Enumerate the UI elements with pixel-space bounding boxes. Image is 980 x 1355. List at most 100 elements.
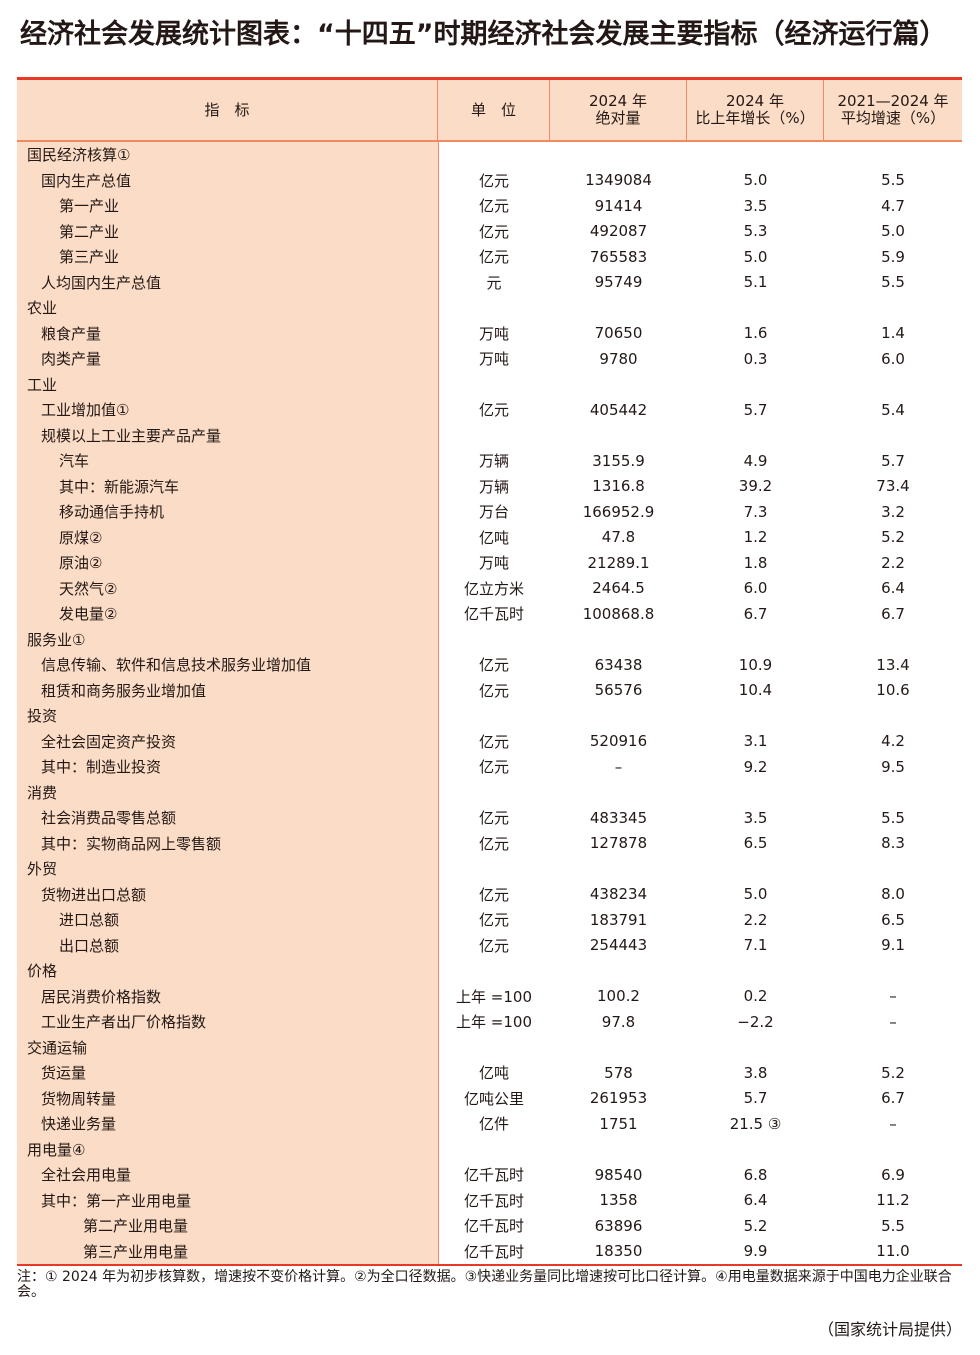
cell-avg: 6.9 <box>881 1165 905 1184</box>
cell-indicator: 消费 <box>27 783 58 802</box>
table-row: 全社会用电量 亿千瓦时 98540 6.8 6.9 <box>17 1162 962 1188</box>
indicator-table: 指 标 单 位 2024 年 绝对量 2024 年 比上年增长（%） 2021—… <box>17 77 962 1266</box>
table-body: 国民经济核算① 国内生产总值 亿元 1349084 5.0 5.5 第一产业 亿元 91414 3… <box>17 142 962 1264</box>
cell-absolute: 100.2 <box>597 987 640 1006</box>
cell-indicator: 原煤② <box>59 528 103 547</box>
cell-indicator: 信息传输、软件和信息技术服务业增加值 <box>41 656 312 675</box>
cell-avg: 5.2 <box>881 528 905 547</box>
cell-absolute: 56576 <box>594 681 643 700</box>
cell-avg: 5.5 <box>881 808 905 827</box>
cell-indicator: 国民经济核算① <box>27 146 131 165</box>
cell-yoy: 1.6 <box>743 324 768 343</box>
cell-indicator: 社会消费品零售总额 <box>41 809 177 828</box>
cell-indicator: 其中：实物商品网上零售额 <box>41 834 222 853</box>
cell-indicator: 货物进出口总额 <box>41 885 147 904</box>
cell-unit: 上年 =100 <box>456 1013 532 1032</box>
cell-avg: 5.4 <box>881 400 905 419</box>
cell-yoy: 39.2 <box>738 477 773 496</box>
table-row: 出口总额 亿元 254443 7.1 9.1 <box>17 933 962 959</box>
cell-indicator: 服务业① <box>27 630 86 649</box>
cell-unit: 亿元 <box>478 197 509 216</box>
cell-avg: 5.7 <box>881 451 905 470</box>
cell-yoy: 1.2 <box>743 528 768 547</box>
cell-avg: 6.5 <box>881 910 905 929</box>
table-row: 信息传输、软件和信息技术服务业增加值 亿元 63438 10.9 13.4 <box>17 652 962 678</box>
cell-unit: 亿千瓦时 <box>463 1191 524 1210</box>
cell-unit: 亿元 <box>478 911 509 930</box>
cell-indicator: 外贸 <box>27 860 58 879</box>
cell-yoy: 6.4 <box>743 1191 768 1210</box>
cell-yoy: 7.1 <box>743 936 768 955</box>
cell-yoy: 5.3 <box>743 222 768 241</box>
cell-unit: 元 <box>486 273 502 292</box>
cell-unit: 亿吨 <box>478 528 509 547</box>
bottom-rule <box>17 1264 962 1266</box>
table-row: 工业 <box>17 372 962 398</box>
header-unit: 单 位 <box>438 80 550 140</box>
cell-absolute: 2464.5 <box>592 579 645 598</box>
table-row: 货运量 亿吨 578 3.8 5.2 <box>17 1060 962 1086</box>
cell-absolute: 1358 <box>599 1191 638 1210</box>
cell-indicator: 其中：制造业投资 <box>41 758 162 777</box>
cell-absolute: 438234 <box>589 885 648 904</box>
cell-absolute: 97.8 <box>601 1012 636 1031</box>
table-row: 其中：第一产业用电量 亿千瓦时 1358 6.4 11.2 <box>17 1188 962 1214</box>
table-row: 其中：制造业投资 亿元 – 9.2 9.5 <box>17 754 962 780</box>
cell-indicator: 第一产业 <box>59 197 120 216</box>
cell-avg: 6.7 <box>881 604 905 623</box>
cell-yoy: 3.5 <box>743 196 768 215</box>
cell-unit: 亿吨 <box>478 1064 509 1083</box>
cell-unit: 亿件 <box>478 1115 509 1134</box>
cell-unit: 亿千瓦时 <box>463 605 524 624</box>
cell-indicator: 用电量④ <box>27 1140 86 1159</box>
cell-unit: 亿吨公里 <box>463 1089 524 1108</box>
cell-indicator: 出口总额 <box>59 936 120 955</box>
cell-avg: 8.3 <box>881 834 905 853</box>
cell-avg: 11.0 <box>876 1242 910 1261</box>
cell-indicator: 货物周转量 <box>41 1089 117 1108</box>
cell-absolute: 70650 <box>594 324 643 343</box>
cell-absolute: 166952.9 <box>582 502 655 521</box>
cell-absolute: 254443 <box>589 936 648 955</box>
table-row: 粮食产量 万吨 70650 1.6 1.4 <box>17 321 962 347</box>
cell-avg: 6.7 <box>881 1089 905 1108</box>
cell-absolute: 1349084 <box>585 171 652 190</box>
header-yoy: 2024 年 比上年增长（%） <box>687 80 824 140</box>
cell-yoy: 3.8 <box>743 1063 768 1082</box>
cell-avg: 6.4 <box>881 579 905 598</box>
cell-absolute: 578 <box>604 1063 633 1082</box>
table-row: 外贸 <box>17 856 962 882</box>
cell-indicator: 第三产业 <box>59 248 120 267</box>
cell-unit: 亿元 <box>478 681 509 700</box>
cell-yoy: 7.3 <box>743 502 768 521</box>
cell-avg: 73.4 <box>876 477 910 496</box>
table-row: 货物周转量 亿吨公里 261953 5.7 6.7 <box>17 1086 962 1112</box>
cell-indicator: 全社会固定资产投资 <box>41 732 177 751</box>
table-row: 其中：新能源汽车 万辆 1316.8 39.2 73.4 <box>17 474 962 500</box>
table-row: 全社会固定资产投资 亿元 520916 3.1 4.2 <box>17 729 962 755</box>
cell-indicator: 交通运输 <box>27 1038 88 1057</box>
cell-avg: 9.5 <box>881 757 905 776</box>
cell-absolute: 63438 <box>594 655 643 674</box>
cell-absolute: – <box>614 757 623 776</box>
cell-avg: – <box>889 987 897 1006</box>
cell-indicator: 天然气② <box>59 579 118 598</box>
cell-absolute: 127878 <box>589 834 648 853</box>
cell-unit: 亿元 <box>478 809 509 828</box>
cell-yoy: 3.5 <box>743 808 768 827</box>
cell-indicator: 进口总额 <box>59 911 120 930</box>
cell-yoy: 5.0 <box>743 247 768 266</box>
cell-avg: 1.4 <box>881 324 905 343</box>
table-row: 其中：实物商品网上零售额 亿元 127878 6.5 8.3 <box>17 831 962 857</box>
cell-unit: 万吨 <box>478 554 509 573</box>
cell-indicator: 第三产业用电量 <box>83 1242 189 1261</box>
cell-yoy: 9.9 <box>743 1242 768 1261</box>
cell-yoy: 21.5 ③ <box>729 1114 782 1133</box>
table-row: 移动通信手持机 万台 166952.9 7.3 3.2 <box>17 499 962 525</box>
table-row: 工业增加值① 亿元 405442 5.7 5.4 <box>17 397 962 423</box>
cell-avg: 2.2 <box>881 553 905 572</box>
cell-absolute: 183791 <box>589 910 648 929</box>
table-row: 租赁和商务服务业增加值 亿元 56576 10.4 10.6 <box>17 678 962 704</box>
cell-avg: 10.6 <box>876 681 910 700</box>
cell-absolute: 21289.1 <box>587 553 650 572</box>
